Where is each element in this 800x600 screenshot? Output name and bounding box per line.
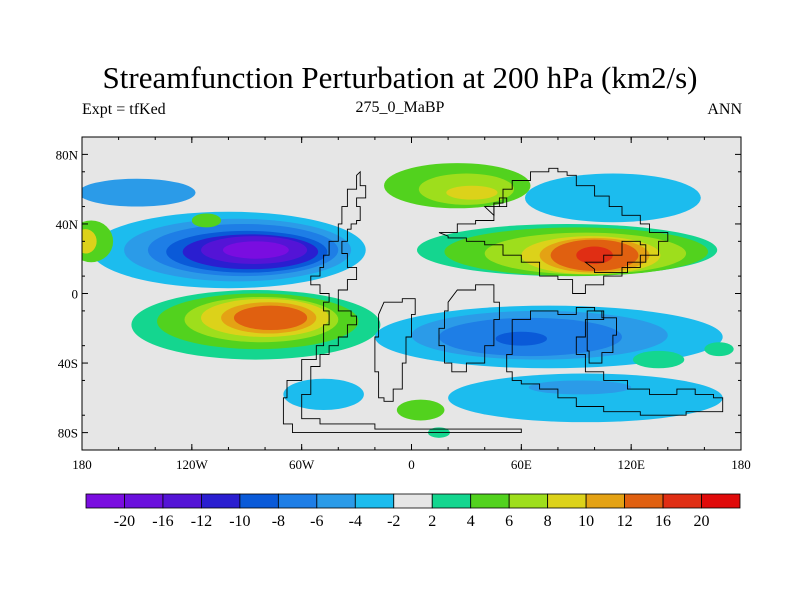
colorbar-label: -6 bbox=[310, 513, 323, 530]
colorbar-label: 4 bbox=[467, 513, 475, 530]
colorbar-swatch bbox=[85, 493, 125, 509]
colorbar-swatch bbox=[162, 493, 202, 509]
colorbar-label: -8 bbox=[272, 513, 285, 530]
lat-label: 40N bbox=[56, 217, 79, 232]
colorbar-swatch bbox=[354, 493, 395, 509]
lon-label: 60W bbox=[289, 457, 315, 472]
colorbar-swatch bbox=[662, 493, 702, 509]
colorbar-swatch bbox=[393, 493, 433, 509]
contour-region-35 bbox=[283, 378, 364, 411]
lon-label: 120E bbox=[617, 457, 645, 472]
landmass-outline-5 bbox=[586, 310, 617, 364]
contour-region-15 bbox=[524, 173, 701, 223]
colorbar-swatch bbox=[201, 493, 241, 509]
colorbar-swatch bbox=[585, 493, 625, 509]
contour-fill-layer bbox=[82, 163, 734, 438]
lon-label: 120W bbox=[176, 457, 209, 472]
colorbar-label: 12 bbox=[617, 513, 633, 530]
lon-label: 60E bbox=[511, 457, 532, 472]
colorbar-swatch bbox=[701, 493, 741, 509]
time-label: 275_0_MaBP bbox=[355, 99, 445, 116]
colorbar-label: -16 bbox=[152, 513, 173, 530]
landmass-outline-2 bbox=[438, 167, 669, 294]
coastline-layer bbox=[282, 167, 724, 434]
lon-label: 180 bbox=[72, 457, 92, 472]
colorbar-label: 10 bbox=[578, 513, 594, 530]
contour-region-37 bbox=[632, 350, 685, 369]
colorbar-label: 8 bbox=[544, 513, 552, 530]
colorbar-label: -10 bbox=[229, 513, 250, 530]
colorbar-swatch bbox=[431, 493, 472, 509]
colorbar-label: 16 bbox=[655, 513, 671, 530]
colorbar-swatch bbox=[547, 493, 587, 509]
colorbar-swatch bbox=[470, 493, 510, 509]
contour-region-13 bbox=[446, 185, 498, 200]
lon-label: 180 bbox=[731, 457, 751, 472]
colorbar-swatch bbox=[316, 493, 356, 509]
colorbar-label: 2 bbox=[428, 513, 436, 530]
axis-layer: 80N 40N 0 40S 80S 180 120W 60W 0 60E 120E 180 bbox=[56, 136, 751, 472]
lon-label: 0 bbox=[408, 457, 415, 472]
contour-region-34 bbox=[528, 380, 632, 395]
colorbar-swatch bbox=[124, 493, 164, 509]
contour-region-28 bbox=[233, 305, 308, 331]
landmass-outline-0 bbox=[282, 170, 522, 434]
colorbar-label: -12 bbox=[191, 513, 212, 530]
colorbar-swatch bbox=[239, 493, 279, 509]
landmass-outline-1 bbox=[374, 298, 416, 402]
contour-region-9 bbox=[82, 229, 97, 254]
contour-region-33 bbox=[448, 373, 723, 423]
contour-region-36 bbox=[396, 399, 445, 421]
lat-label: 80S bbox=[58, 426, 78, 441]
contour-region-0 bbox=[82, 178, 196, 207]
colorbar-label: 6 bbox=[505, 513, 513, 530]
contour-region-10 bbox=[191, 213, 222, 228]
landmass-outline-6 bbox=[584, 240, 647, 274]
lat-label: 40S bbox=[58, 356, 78, 371]
contour-region-7 bbox=[222, 241, 289, 259]
contour-region-32 bbox=[495, 331, 547, 346]
period-label: ANN bbox=[707, 101, 742, 118]
landmass-outline-3 bbox=[438, 284, 500, 373]
colorbar: -20 -16 -12 -10 -8 -6 -4 -2 2 4 6 8 10 12 16 20 bbox=[85, 493, 741, 530]
colorbar-label: -2 bbox=[387, 513, 400, 530]
experiment-label: Expt = tfKed bbox=[82, 101, 166, 118]
colorbar-swatch bbox=[508, 493, 549, 509]
contour-region-39 bbox=[704, 342, 734, 357]
lat-label: 80N bbox=[56, 147, 79, 162]
chart-title: Streamfunction Perturbation at 200 hPa (… bbox=[102, 60, 698, 95]
lat-label: 0 bbox=[72, 287, 79, 302]
colorbar-label: -20 bbox=[114, 513, 135, 530]
colorbar-swatch bbox=[277, 493, 318, 509]
colorbar-label: -4 bbox=[349, 513, 362, 530]
colorbar-swatch bbox=[624, 493, 664, 509]
colorbar-label: 20 bbox=[694, 513, 710, 530]
landmass-outline-7 bbox=[483, 197, 508, 217]
